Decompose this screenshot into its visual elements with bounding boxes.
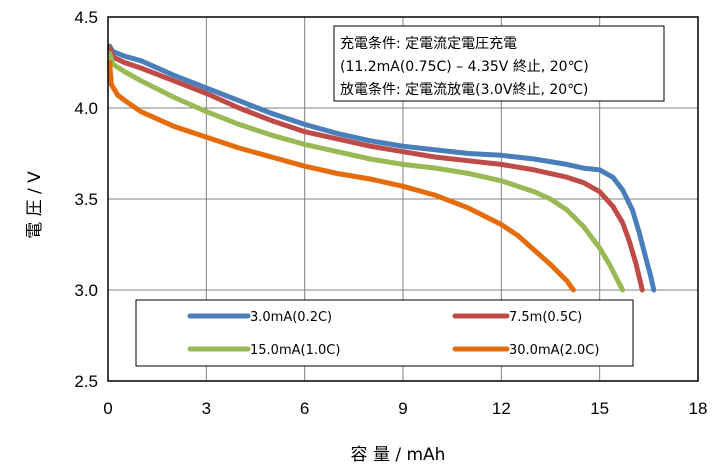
legend-label-2: 15.0mA(1.0C) bbox=[250, 343, 340, 358]
x-tick-label: 18 bbox=[689, 399, 708, 418]
x-tick-label: 0 bbox=[103, 399, 112, 418]
y-tick-label: 4.5 bbox=[74, 8, 98, 27]
legend-item-2: 15.0mA(1.0C) bbox=[187, 343, 340, 358]
x-axis-title: 容 量 / mAh bbox=[351, 445, 446, 465]
y-tick-label: 3.5 bbox=[74, 190, 98, 209]
series-line-3 bbox=[107, 60, 576, 293]
y-tick-label: 3.0 bbox=[74, 281, 98, 300]
x-tick-labels: 0 3 6 9 12 15 18 bbox=[103, 399, 707, 418]
annotation-line-3: 放電条件: 定電流放電(3.0V終止, 20℃) bbox=[340, 81, 588, 98]
legend-item-1: 7.5m(0.5C) bbox=[452, 310, 582, 325]
x-tick-label: 9 bbox=[398, 399, 407, 418]
y-tick-label: 2.5 bbox=[74, 372, 98, 391]
legend-item-0: 3.0mA(0.2C) bbox=[187, 310, 332, 325]
series-line-0 bbox=[107, 43, 657, 293]
legend-label-3: 30.0mA(2.0C) bbox=[509, 343, 599, 358]
annotation-box bbox=[333, 25, 665, 102]
series-line-1 bbox=[107, 45, 645, 293]
x-tick-label: 6 bbox=[300, 399, 309, 418]
y-tick-labels: 2.5 3.0 3.5 4.0 4.5 bbox=[74, 8, 98, 391]
y-axis-title: 電 圧 / V bbox=[25, 171, 45, 239]
plot-border bbox=[107, 16, 699, 382]
series-line-2 bbox=[107, 50, 626, 293]
conditions-annotation: 充電条件: 定電流定電圧充電 (11.2mA(0.75C) – 4.35V 終止… bbox=[333, 25, 665, 102]
legend-label-0: 3.0mA(0.2C) bbox=[250, 310, 332, 325]
legend-label-1: 7.5m(0.5C) bbox=[509, 310, 582, 325]
x-tick-label: 3 bbox=[202, 399, 211, 418]
y-tick-label: 4.0 bbox=[74, 99, 98, 118]
legend-box bbox=[135, 299, 634, 367]
legend-item-3: 30.0mA(2.0C) bbox=[452, 343, 599, 358]
x-tick-label: 15 bbox=[590, 399, 609, 418]
series-lines bbox=[107, 43, 657, 293]
annotation-line-2: (11.2mA(0.75C) – 4.35V 終止, 20℃) bbox=[340, 59, 589, 75]
legend: 3.0mA(0.2C) 7.5m(0.5C) 15.0mA(1.0C) 30.0… bbox=[135, 299, 634, 367]
annotation-line-1: 充電条件: 定電流定電圧充電 bbox=[340, 35, 517, 52]
x-tick-label: 12 bbox=[492, 399, 511, 418]
